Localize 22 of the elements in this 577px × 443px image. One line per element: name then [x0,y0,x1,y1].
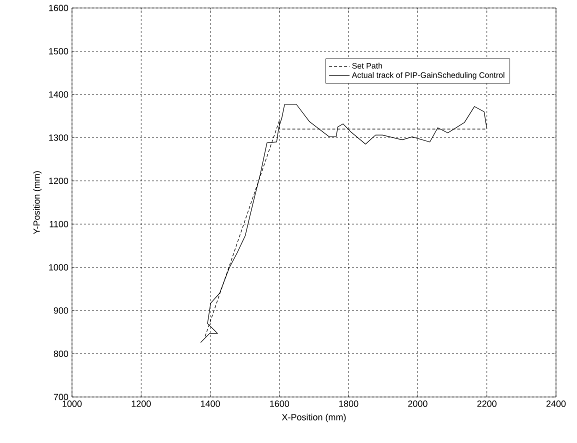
y-tick-label: 700 [54,394,68,400]
x-axis-title: X-Position (mm) [282,414,346,422]
y-tick-label: 1100 [50,220,68,228]
x-tick-label: 2200 [477,400,497,407]
y-tick-label: 1600 [49,4,68,12]
x-tick-label: 1200 [132,400,151,407]
x-tick-label: 1800 [339,400,358,407]
y-tick-label: 1500 [49,48,68,54]
y-tick-label: 1000 [49,264,68,271]
x-tick-label: 1000 [62,400,82,407]
legend-label: Actual track of PIP-GainScheduling Control [352,72,504,80]
y-tick-label: 900 [54,307,68,314]
x-tick-label: 2400 [546,400,566,407]
y-tick-label: 1400 [49,91,68,98]
y-tick-label: 800 [54,350,68,357]
x-tick-label: 1400 [200,400,220,407]
x-tick-label: 2000 [408,400,428,407]
legend-label: Set Path [352,62,382,69]
x-tick-label: 1600 [270,400,290,407]
y-tick-label: 1200 [49,178,68,184]
y-tick-label: 1300 [49,134,68,141]
y-axis-title: Y-Position (mm) [33,171,42,234]
